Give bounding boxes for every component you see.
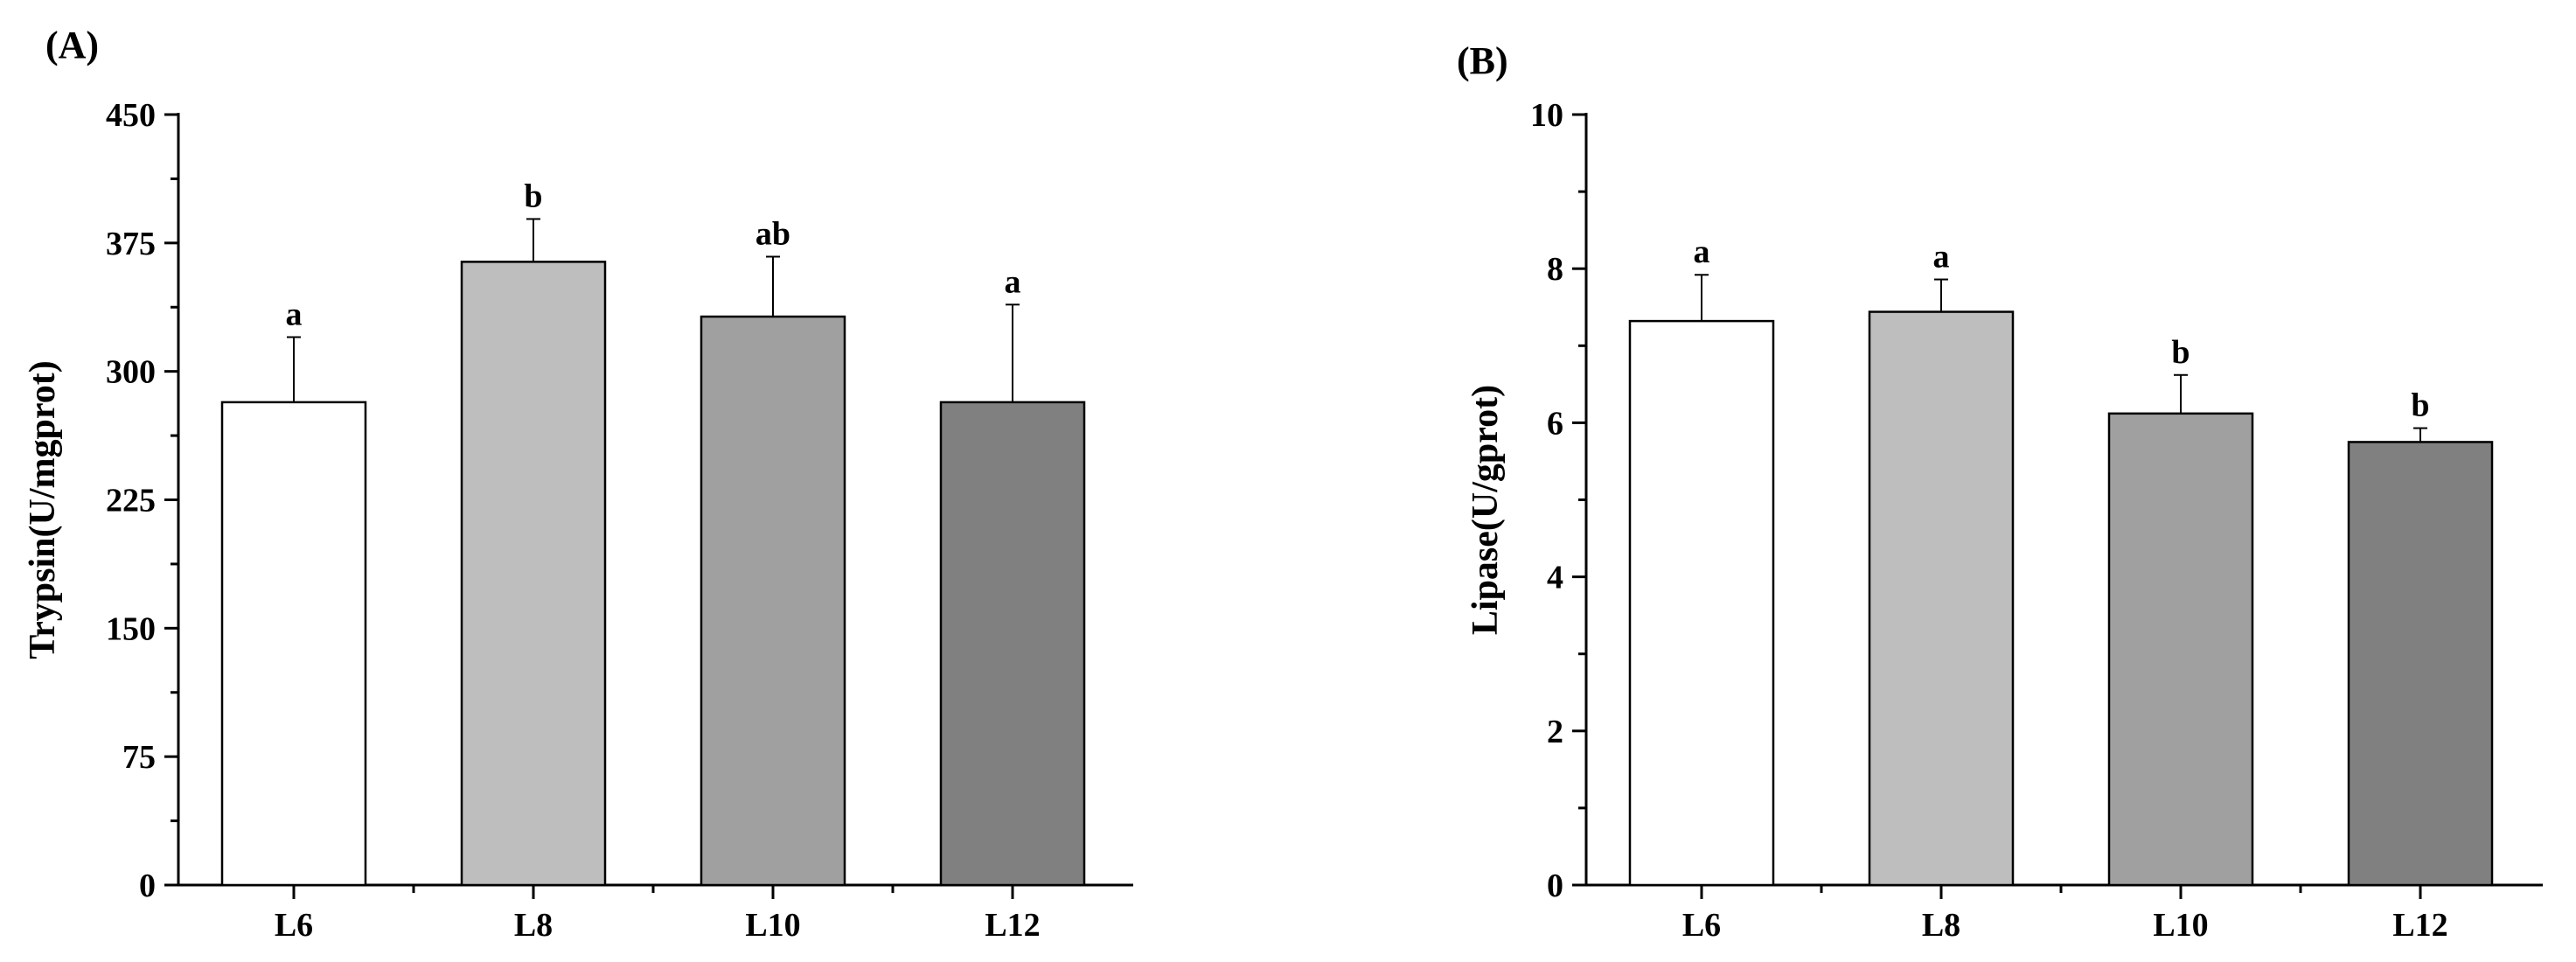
- panel-a-y-tick-label-1: 75: [122, 739, 156, 776]
- panel-a-significance-l8: b: [524, 178, 542, 214]
- panel-b-bar-l6: [1628, 319, 1775, 887]
- panel-a-significance-l10: ab: [755, 215, 790, 252]
- panel-b-lipase-chart: (B) Lipase(U/gprot) 0 2 4 6 8 10 a L6 a L8 b L10 b L1…: [1457, 39, 2543, 944]
- panel-b-y-tick-label-0: 0: [1547, 868, 1563, 904]
- panel-a-trypsin-chart: (A) Trypsin(U/mgprot) 0 75 150 225 300 375 450…: [23, 24, 1133, 944]
- panel-a-bar-l8: [460, 261, 607, 887]
- panel-b-y-tick-label-3: 6: [1547, 405, 1563, 442]
- panel-b-x-tick-label-l12: L12: [2392, 907, 2447, 944]
- panel-b-y-tick-label-2: 4: [1547, 560, 1563, 596]
- panel-b-significance-l10: b: [2171, 334, 2190, 371]
- panel-b-label: (B): [1457, 39, 1508, 82]
- panel-b-significance-l12: b: [2411, 387, 2429, 424]
- panel-a-x-tick-label-l6: L6: [275, 907, 313, 944]
- panel-b-y-tick-label-4: 8: [1547, 251, 1563, 288]
- panel-a-y-tick-label-5: 375: [106, 226, 156, 262]
- panel-a-bar-l12: [939, 401, 1086, 887]
- panel-b-y-axis-title: Lipase(U/gprot): [1466, 385, 1506, 635]
- panel-b-significance-l6: a: [1694, 234, 1710, 270]
- panel-b-y-tick-label-1: 2: [1547, 714, 1563, 750]
- panel-a-label: (A): [45, 24, 99, 66]
- panel-b-plot: 0 2 4 6 8 10 a L6 a L8 b L10 b L12: [1530, 97, 2543, 944]
- panel-b-bar-l10: [2107, 412, 2254, 887]
- panel-a-x-tick-label-l12: L12: [985, 907, 1040, 944]
- panel-a-y-tick-label-3: 225: [106, 483, 156, 519]
- panel-b-significance-l8: a: [1933, 239, 1950, 275]
- panel-a-significance-l12: a: [1005, 263, 1021, 300]
- panel-b-x-tick-label-l6: L6: [1682, 907, 1721, 944]
- panel-a-y-tick-label-4: 300: [106, 354, 156, 391]
- panel-b-x-tick-label-l10: L10: [2153, 907, 2208, 944]
- panel-a-bar-l6: [220, 401, 367, 887]
- panel-a-significance-l6: a: [286, 296, 303, 333]
- panel-b-bar-l8: [1868, 310, 2015, 887]
- panel-b-bar-l12: [2347, 441, 2494, 887]
- panel-a-plot: 0 75 150 225 300 375 450 a L6 b L8 ab L10 a L12: [106, 97, 1133, 944]
- panel-b-x-tick-label-l8: L8: [1922, 907, 1960, 944]
- panel-a-y-tick-label-2: 150: [106, 610, 156, 647]
- panel-a-bar-l10: [700, 315, 846, 887]
- panel-a-y-tick-label-0: 0: [139, 868, 156, 904]
- panel-b-y-tick-label-5: 10: [1530, 97, 1563, 134]
- panel-a-x-tick-label-l10: L10: [745, 907, 800, 944]
- panel-a-y-tick-label-6: 450: [106, 97, 156, 134]
- panel-a-y-axis-title: Trypsin(U/mgprot): [23, 360, 63, 659]
- panel-a-x-tick-label-l8: L8: [514, 907, 553, 944]
